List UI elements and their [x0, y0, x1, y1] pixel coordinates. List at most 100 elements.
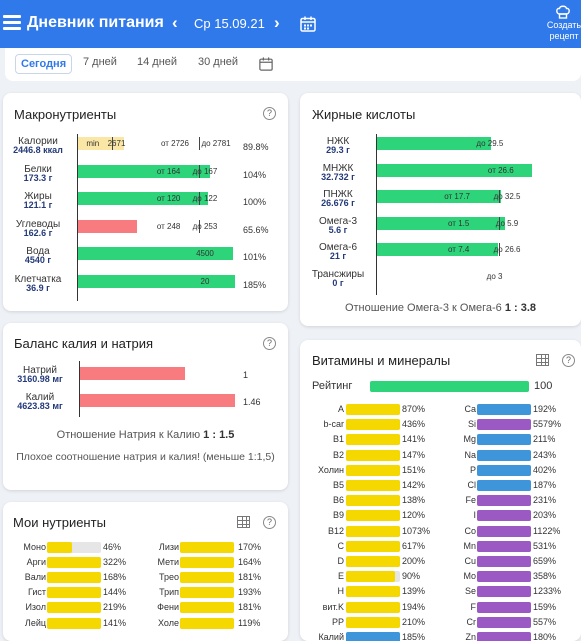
range-mark: от 164	[156, 166, 181, 176]
nutrient-amount: 173.3 г	[7, 173, 69, 183]
nutrient-bar: от 17.7 до 32.5	[376, 190, 532, 203]
nutrient-bar-fill	[47, 572, 101, 584]
nutrient-amount-unit: г	[351, 198, 355, 208]
mineral-bar-fill	[346, 601, 400, 613]
nutrient-bar	[180, 587, 234, 599]
nutrient-bar-fill	[376, 137, 492, 150]
mineral-percent: 142%	[402, 480, 426, 490]
create-recipe-button[interactable]: Создать рецепт	[544, 4, 581, 48]
help-icon[interactable]: ?	[263, 337, 276, 350]
nutrient-bar-fill	[376, 216, 506, 230]
rating-bar-fill	[370, 381, 529, 392]
mineral-bar	[346, 404, 400, 415]
range-mark: от 248	[156, 221, 181, 231]
nutrient-bar	[47, 557, 101, 569]
nutrient-amount: 36.9 г	[7, 283, 69, 293]
mineral-bar-fill	[346, 540, 400, 552]
prev-day-button[interactable]: ‹	[172, 13, 178, 32]
tab-14-days[interactable]: 14 дней	[137, 56, 178, 68]
mineral-percent: 192%	[533, 404, 557, 414]
range-mark: от 2726	[160, 139, 189, 148]
mineral-percent: 159%	[533, 601, 557, 612]
nutrient-name: Калории	[18, 136, 58, 147]
mineral-bar-fill	[346, 495, 400, 507]
mineral-bar	[477, 571, 531, 583]
mineral-amount-unit: мг	[52, 374, 63, 384]
mineral-name: B1	[332, 434, 344, 445]
mineral-bar	[477, 601, 531, 613]
nutrient-bar-fill	[77, 219, 138, 233]
create-recipe-label: Создать рецепт	[546, 20, 581, 41]
nutrient-bar: до 29.5	[376, 137, 532, 150]
nutrient-percent: 46%	[103, 542, 122, 552]
mineral-name: B12	[327, 525, 344, 536]
mineral-percent: 1122%	[533, 525, 561, 536]
mineral-name: D	[337, 556, 345, 566]
help-icon[interactable]: ?	[562, 354, 575, 367]
nutrient-percent: 144%	[103, 587, 127, 598]
mineral-bar-fill	[346, 586, 400, 598]
mineral-percent: 141%	[402, 434, 426, 445]
nutrient-bar: min 2671 от 2726 до 2781	[77, 137, 235, 150]
tab-today[interactable]: Сегодня	[15, 54, 73, 74]
mineral-bar	[477, 586, 531, 598]
mineral-bar-fill	[477, 616, 531, 628]
next-day-button[interactable]: ›	[274, 13, 280, 32]
mineral-bar	[477, 419, 531, 431]
calendar-icon[interactable]	[300, 16, 316, 32]
macronutrients-card: Макронутриенты ? Калории 2446.8 ккал min 26…	[3, 93, 288, 311]
nutrient-name: МНЖК	[322, 162, 354, 174]
range-tick	[198, 164, 200, 178]
calendar-icon[interactable]	[259, 57, 273, 71]
mineral-bar	[346, 525, 400, 537]
range-mark: до 29.5	[476, 139, 504, 148]
range-tick	[198, 219, 200, 233]
nutrient-name: Вода	[26, 246, 50, 257]
nutrient-bar-fill	[180, 617, 234, 629]
mineral-amount-unit: мг	[52, 401, 63, 411]
sodium-potassium-warning: Плохое соотношение натрия и калия! (мень…	[16, 451, 275, 463]
nutrient-bar	[180, 602, 234, 614]
mineral-name: Калий	[318, 632, 344, 641]
fatty-acids-title: Жирные кислоты	[312, 107, 416, 122]
nutrient-name: Трип	[159, 587, 179, 598]
menu-icon[interactable]	[3, 15, 21, 30]
range-mark: до 3	[486, 271, 503, 281]
tab-30-days[interactable]: 30 дней	[198, 56, 239, 68]
mineral-name: Cr	[466, 616, 477, 627]
mineral-bar	[346, 510, 400, 522]
help-icon[interactable]: ?	[263, 516, 276, 529]
help-icon[interactable]: ?	[263, 107, 276, 120]
mineral-name: Co	[464, 525, 476, 536]
mineral-percent: 90%	[402, 571, 421, 582]
mineral-bar-fill	[346, 404, 400, 415]
nutrient-bar: 20	[77, 274, 235, 288]
nutrient-bar-fill	[376, 243, 498, 256]
mineral-percent: 659%	[533, 556, 557, 566]
tab-7-days[interactable]: 7 дней	[83, 56, 117, 68]
rating-bar	[370, 381, 529, 392]
mineral-percent: 120%	[402, 510, 426, 521]
range-tick	[198, 137, 200, 150]
mineral-percent: 185%	[402, 632, 426, 641]
mineral-bar-fill	[477, 510, 531, 522]
mineral-percent: 200%	[402, 556, 426, 566]
current-date[interactable]: Ср 15.09.21	[194, 16, 265, 31]
range-mark: до 5.9	[495, 218, 519, 228]
mineral-bar-fill	[346, 480, 400, 491]
table-icon[interactable]	[536, 354, 549, 366]
nutrient-bar-fill	[180, 572, 234, 584]
macronutrients-title: Макронутриенты	[14, 107, 117, 122]
mineral-amount-value: 4623.83	[17, 401, 50, 411]
mineral-percent: 531%	[533, 540, 557, 551]
nutrient-name: Гист	[27, 587, 46, 598]
nutrient-amount: 5.6 г	[302, 225, 374, 235]
mineral-name: C	[337, 540, 345, 551]
mineral-name: PP	[331, 616, 344, 627]
nutrient-name: Жиры	[24, 191, 52, 202]
nutrient-percent: 181%	[238, 572, 262, 583]
mineral-percent: 194%	[402, 601, 426, 612]
nutrient-bar-fill	[47, 557, 101, 569]
table-icon[interactable]	[237, 516, 250, 528]
mineral-bar	[346, 556, 400, 567]
